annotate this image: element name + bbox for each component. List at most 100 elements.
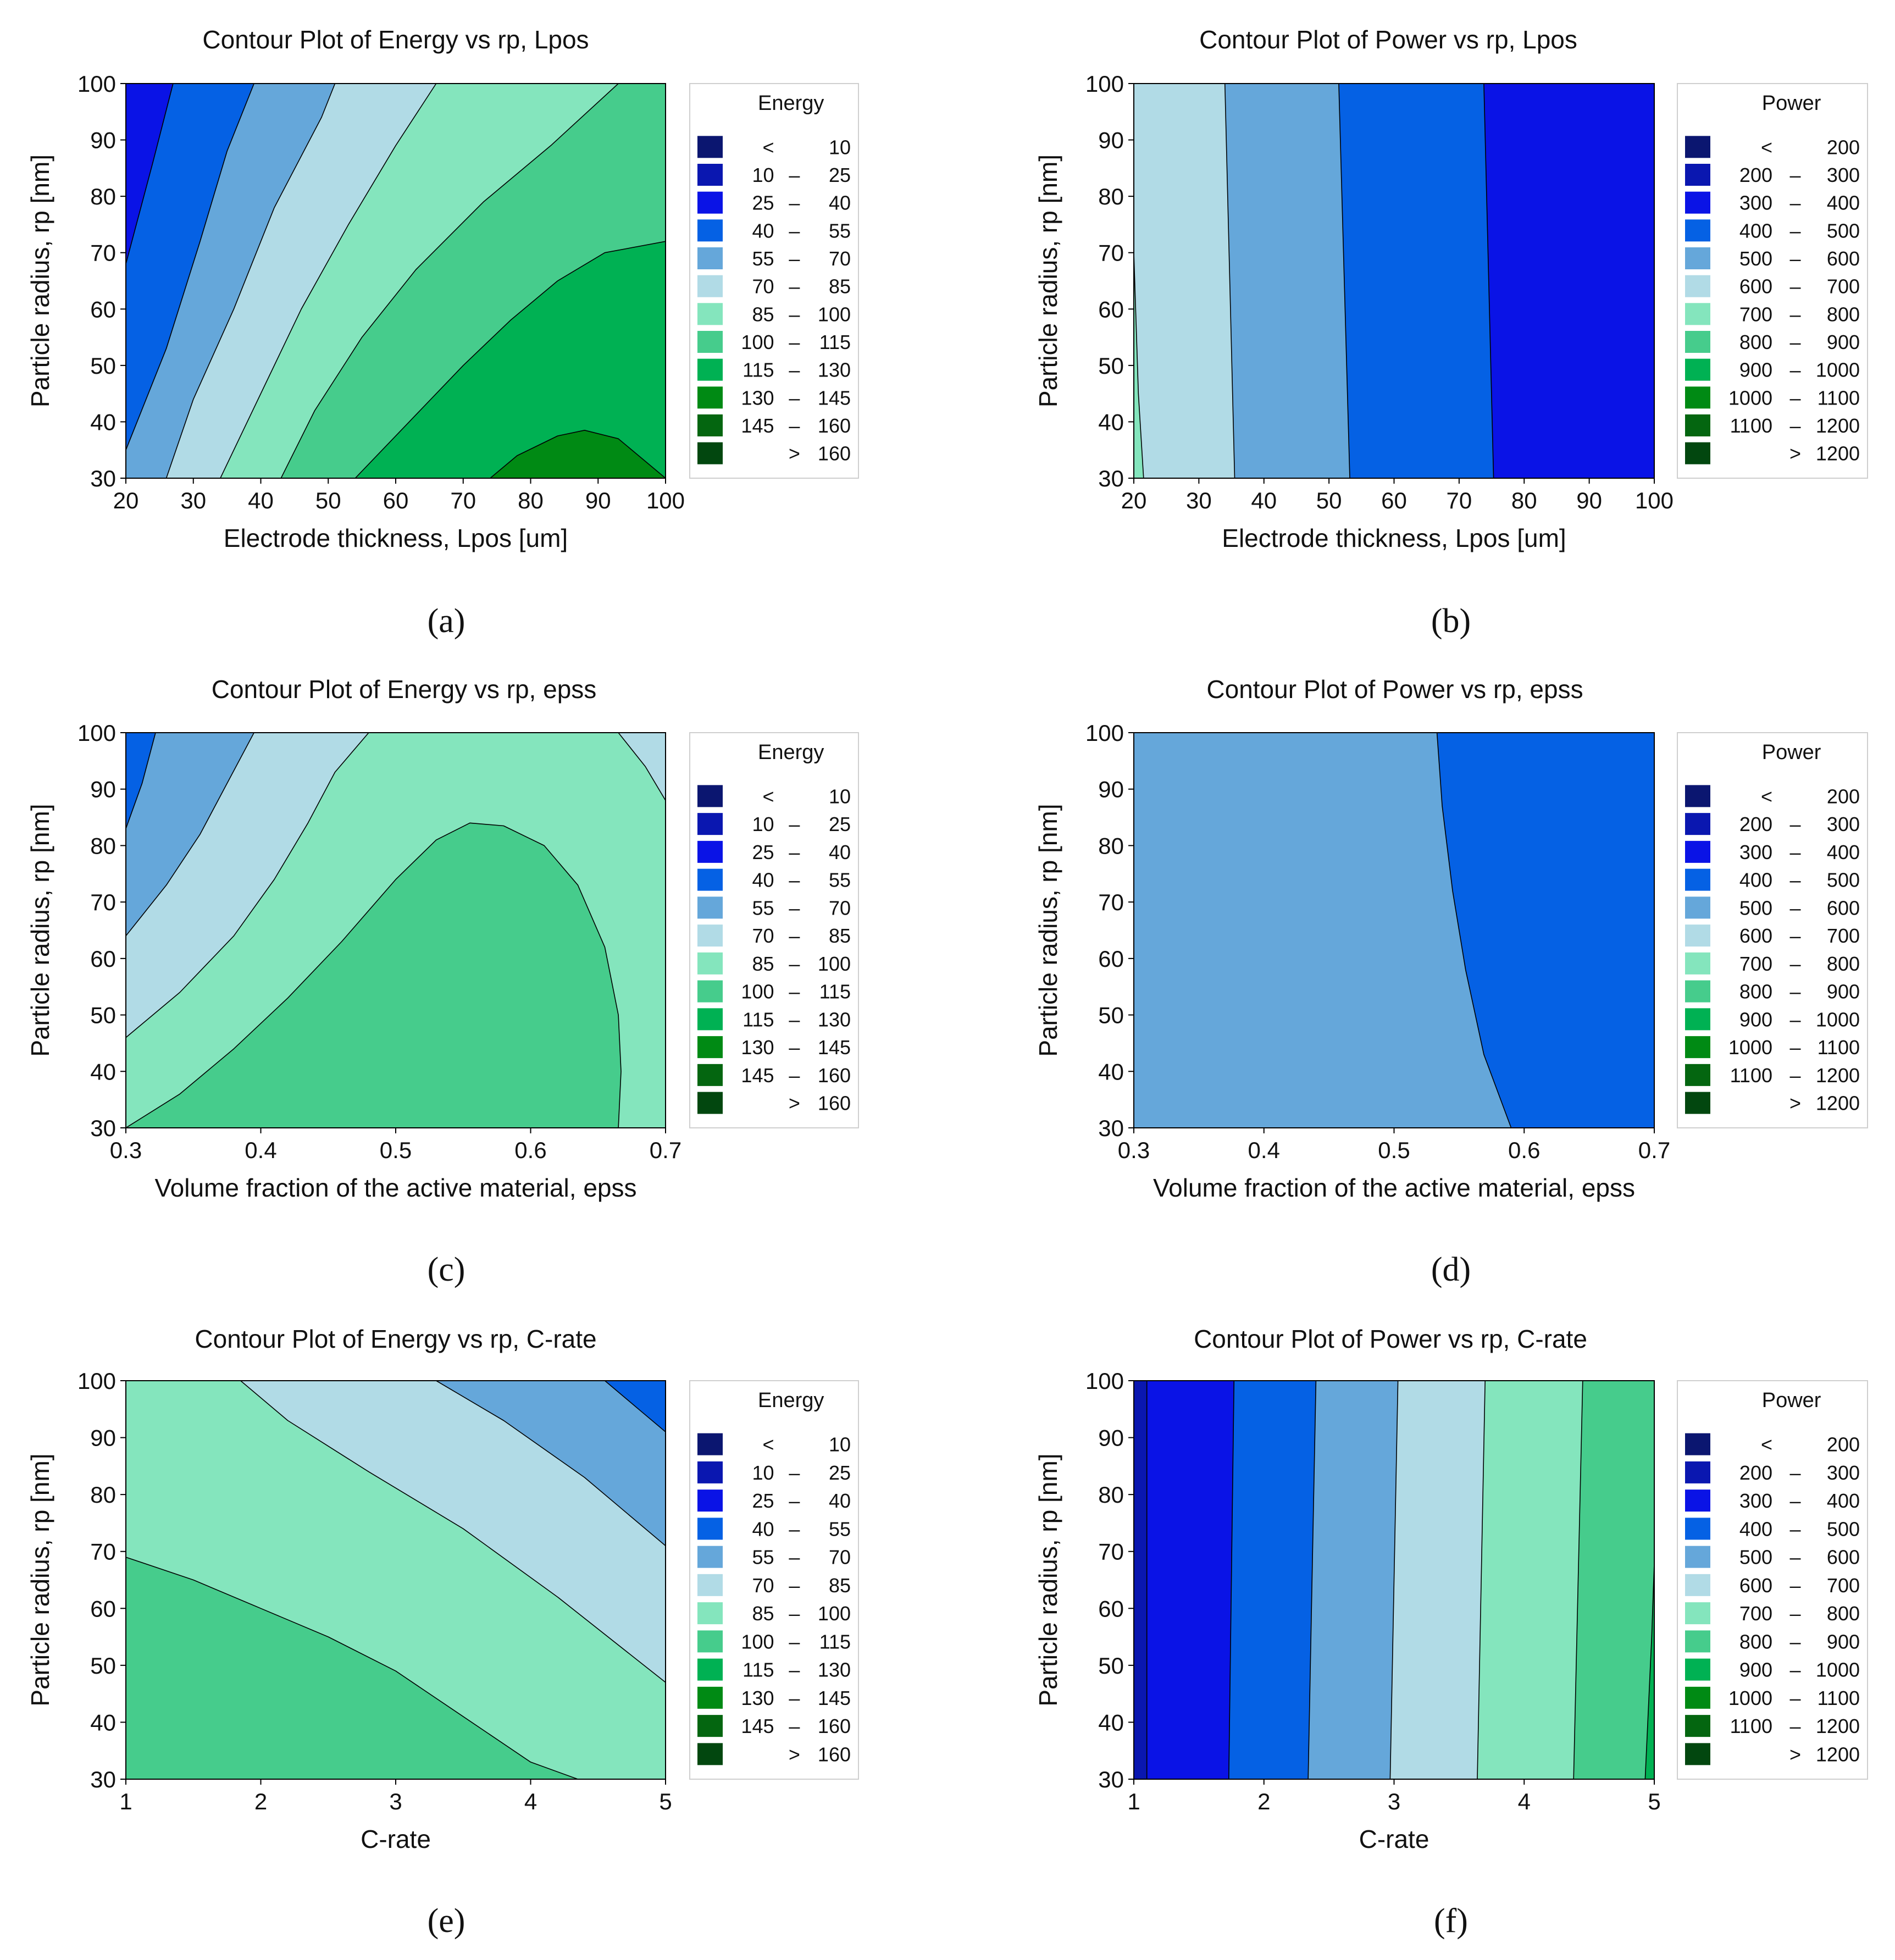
y-tick-label: 40 [90, 1059, 116, 1084]
legend-high: 700 [1827, 275, 1860, 298]
legend-low: 70 [752, 1574, 774, 1597]
legend-separator: – [1790, 1602, 1801, 1625]
chart-title: Contour Plot of Energy vs rp, epss [212, 675, 597, 704]
legend-high: 10 [829, 785, 851, 807]
x-tick-label: 0.3 [1118, 1137, 1150, 1163]
legend-high: 1200 [1816, 1092, 1860, 1115]
y-tick-label: 30 [1098, 1767, 1124, 1792]
y-tick-label: 40 [1098, 1059, 1124, 1084]
y-tick-label: 90 [90, 777, 116, 802]
contour-region [1134, 84, 1235, 478]
legend-swatch [1685, 1658, 1710, 1681]
legend-low: 700 [1739, 303, 1772, 325]
legend-high: 200 [1827, 136, 1860, 158]
legend-low: 85 [752, 303, 774, 325]
legend-separator: – [1790, 1715, 1801, 1737]
legend-swatch [697, 303, 723, 325]
legend: Energy< 1010–2525–4040–5555–7070–8585–100… [689, 83, 859, 479]
legend-swatch [1685, 331, 1710, 353]
legend-separator: – [789, 1036, 800, 1059]
legend-swatch [1685, 1008, 1710, 1031]
legend-separator: – [789, 386, 800, 409]
legend-title: Power [1762, 741, 1821, 764]
legend-separator: – [789, 1008, 800, 1031]
legend-title: Energy [758, 741, 824, 764]
legend-low: 130 [741, 1687, 774, 1709]
legend-low: 600 [1739, 1574, 1772, 1597]
chart-title: Contour Plot of Power vs rp, Lpos [1199, 25, 1577, 54]
legend-swatch [1685, 1490, 1710, 1512]
legend-swatch [697, 1036, 723, 1059]
legend-swatch [697, 840, 723, 863]
contour-region [490, 429, 666, 478]
panel-caption: (d) [1431, 1251, 1471, 1288]
x-tick-label: 0.7 [1638, 1137, 1670, 1163]
y-tick-label: 90 [90, 1425, 116, 1451]
legend-high: 145 [818, 386, 851, 409]
legend-swatch [697, 164, 723, 186]
contour-region [1134, 1381, 1148, 1779]
legend-low: 100 [741, 1630, 774, 1653]
legend-swatch [697, 1686, 723, 1709]
legend-separator: – [1790, 896, 1801, 919]
contour-area [126, 733, 666, 1128]
legend-separator: – [1790, 924, 1801, 947]
legend-low: 300 [1739, 841, 1772, 863]
legend-separator: – [1790, 303, 1801, 325]
x-tick-label: 0.5 [1378, 1137, 1410, 1163]
legend-title: Power [1762, 92, 1821, 115]
legend-swatch [1685, 358, 1710, 381]
panel-c: Contour Plot of Energy vs rp, epss 0.3 0.4… [26, 675, 859, 1288]
panel-caption: (c) [428, 1251, 466, 1288]
y-tick-label: 80 [1098, 833, 1124, 859]
legend-high: 85 [829, 924, 851, 947]
legend-low: 1000 [1728, 386, 1772, 409]
legend-swatch [697, 247, 723, 269]
legend: Energy< 1010–2525–4040–5555–7070–8585–100… [689, 732, 859, 1128]
legend-high: 100 [818, 1602, 851, 1625]
legend-high: 1100 [1818, 1036, 1860, 1059]
y-tick-label: 60 [1098, 946, 1124, 972]
legend-swatch [697, 1064, 723, 1086]
contour-area [1134, 733, 1654, 1128]
legend-high: 1000 [1816, 1659, 1860, 1681]
y-tick-label: 100 [77, 1368, 116, 1394]
contour-region [1644, 1562, 1654, 1779]
legend-low: 500 [1739, 1546, 1772, 1569]
legend-swatch [697, 1433, 723, 1455]
legend-separator: – [1790, 192, 1801, 214]
legend-separator: – [1790, 275, 1801, 298]
legend-low: 145 [741, 414, 774, 437]
legend-swatch [697, 1602, 723, 1625]
legend-separator: > [789, 1743, 800, 1765]
x-tick-label: 0.3 [110, 1137, 142, 1163]
legend-swatch [697, 1092, 723, 1114]
legend-low: 900 [1739, 359, 1772, 381]
legend-low: 115 [743, 359, 774, 381]
legend-low: 40 [752, 1518, 774, 1540]
legend-high: 55 [829, 1518, 851, 1540]
y-tick-label: 70 [90, 1539, 116, 1565]
legend-low: 300 [1739, 1490, 1772, 1512]
legend-low: 1100 [1730, 1715, 1772, 1737]
legend-swatch [697, 358, 723, 381]
legend-separator: – [1790, 414, 1801, 437]
x-tick-label: 4 [524, 1789, 537, 1814]
legend-low: 40 [752, 219, 774, 242]
legend-low: 800 [1739, 331, 1772, 353]
panel-d: Contour Plot of Power vs rp, epss 0.3 0.4 0… [1034, 675, 1868, 1288]
legend-swatch [697, 1008, 723, 1031]
legend-high: 25 [829, 164, 851, 186]
legend-high: 145 [818, 1036, 851, 1059]
legend-low: 600 [1739, 275, 1772, 298]
contour-region [618, 733, 666, 801]
legend-swatch [1685, 191, 1710, 214]
legend-high: 10 [829, 136, 851, 158]
x-tick-label: 50 [315, 488, 341, 513]
legend-separator: > [1789, 1092, 1801, 1115]
contour-region [1134, 1381, 1235, 1779]
legend-low: 25 [752, 841, 774, 863]
legend-high: 85 [829, 275, 851, 298]
legend-separator: – [1790, 386, 1801, 409]
